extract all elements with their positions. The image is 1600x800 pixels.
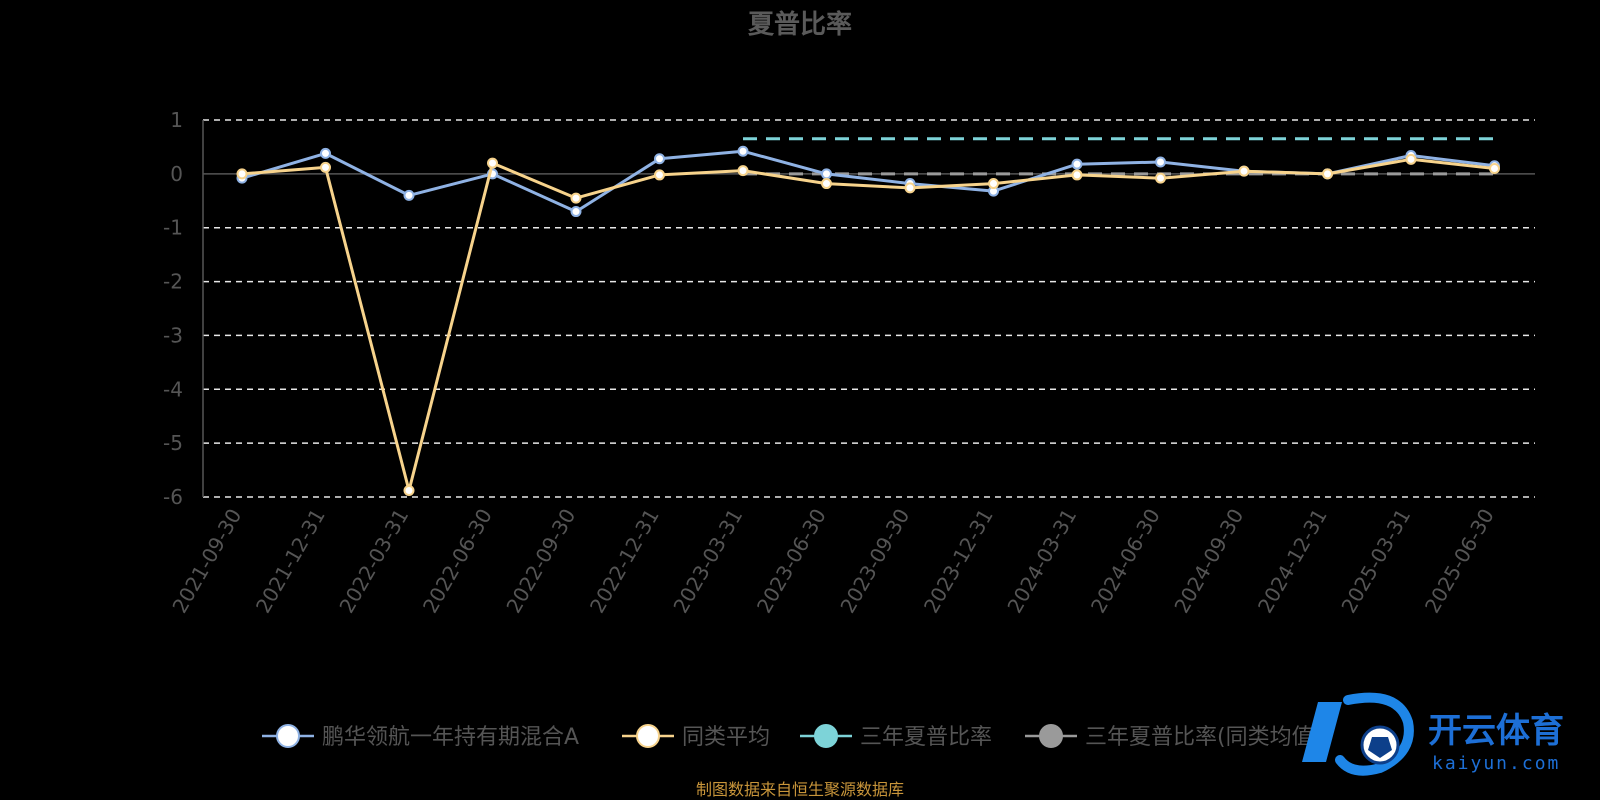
source-note: 制图数据来自恒生聚源数据库 bbox=[696, 780, 904, 799]
x-tick-label: 2024-03-31 bbox=[1002, 505, 1081, 618]
series-point-1 bbox=[654, 169, 665, 181]
y-tick-label: -6 bbox=[163, 485, 183, 509]
series-point-0 bbox=[403, 189, 415, 201]
y-tick-label: 1 bbox=[170, 108, 183, 132]
watermark-logo: 开云体育 kaiyun.com bbox=[1302, 692, 1564, 776]
x-tick-label: 2023-09-30 bbox=[835, 505, 914, 618]
series-point-0 bbox=[570, 206, 582, 218]
series-point-1 bbox=[320, 161, 331, 173]
legend-item-2[interactable]: 三年夏普比率 bbox=[800, 724, 992, 750]
series-point-1 bbox=[236, 168, 248, 180]
x-tick-label: 2024-09-30 bbox=[1169, 505, 1248, 618]
y-tick-label: -4 bbox=[163, 377, 183, 401]
legend-label: 同类平均 bbox=[682, 725, 770, 750]
series-point-1 bbox=[988, 178, 999, 190]
x-tick-label: 2022-09-30 bbox=[501, 505, 580, 618]
legend-swatch-marker bbox=[814, 724, 838, 748]
series-point-0 bbox=[320, 147, 331, 159]
legend-label: 三年夏普比率 bbox=[860, 725, 992, 750]
series-point-1 bbox=[1405, 153, 1417, 165]
legend-item-0[interactable]: 鹏华领航一年持有期混合A bbox=[262, 724, 579, 750]
x-tick-label: 2021-12-31 bbox=[251, 505, 330, 618]
watermark-brand: 开云体育 bbox=[1428, 711, 1564, 751]
series-point-0 bbox=[654, 153, 665, 165]
series-point-1 bbox=[1238, 165, 1250, 177]
y-tick-label: -5 bbox=[163, 431, 183, 455]
y-tick-label: -3 bbox=[163, 323, 183, 347]
series-line-0 bbox=[241, 149, 1495, 214]
series-point-1 bbox=[737, 165, 749, 177]
y-tick-label: 0 bbox=[170, 162, 183, 186]
x-tick-label: 2022-06-30 bbox=[418, 505, 497, 618]
legend[interactable]: 鹏华领航一年持有期混合A 同类平均 三年夏普比率 三年夏普比率(同类均值) bbox=[262, 724, 1322, 750]
x-tick-label: 2024-06-30 bbox=[1086, 505, 1165, 618]
series-point-1 bbox=[904, 182, 916, 194]
series-line-1 bbox=[241, 157, 1495, 492]
series-point-1 bbox=[821, 178, 832, 190]
series-point-1 bbox=[1489, 162, 1500, 174]
series-point-0 bbox=[1155, 156, 1166, 168]
logo-k-icon bbox=[1302, 692, 1414, 776]
series-point-1 bbox=[403, 485, 415, 497]
y-tick-label: -1 bbox=[163, 216, 183, 240]
legend-label: 鹏华领航一年持有期混合A bbox=[322, 725, 579, 750]
y-tick-label: -2 bbox=[163, 270, 183, 294]
legend-item-1[interactable]: 同类平均 bbox=[622, 724, 770, 750]
series-point-1 bbox=[1322, 168, 1333, 180]
grid-lines bbox=[203, 119, 1535, 498]
series-lines bbox=[236, 137, 1500, 497]
x-tick-label: 2023-03-31 bbox=[668, 505, 747, 618]
x-tick-label: 2022-03-31 bbox=[334, 505, 413, 618]
x-tick-label: 2023-12-31 bbox=[919, 505, 998, 618]
legend-swatch-marker bbox=[636, 724, 660, 748]
series-point-0 bbox=[737, 145, 749, 157]
series-point-1 bbox=[570, 192, 582, 204]
x-tick-label: 2025-06-30 bbox=[1420, 505, 1499, 618]
series-point-0 bbox=[821, 168, 832, 180]
legend-swatch-marker bbox=[1039, 724, 1063, 748]
chart-title: 夏普比率 bbox=[748, 9, 852, 40]
x-tick-label: 2025-03-31 bbox=[1336, 505, 1415, 618]
series-point-1 bbox=[1155, 172, 1166, 184]
legend-label: 三年夏普比率(同类均值) bbox=[1085, 725, 1322, 750]
series-point-0 bbox=[1071, 158, 1083, 170]
legend-swatch-marker bbox=[276, 724, 300, 748]
legend-item-3[interactable]: 三年夏普比率(同类均值) bbox=[1025, 724, 1322, 750]
x-tick-label: 2023-06-30 bbox=[752, 505, 831, 618]
x-tick-label: 2021-09-30 bbox=[167, 505, 246, 618]
watermark-site: kaiyun.com bbox=[1432, 753, 1560, 774]
series-point-1 bbox=[487, 157, 498, 169]
series-point-1 bbox=[1071, 169, 1083, 181]
x-tick-label: 2024-12-31 bbox=[1253, 505, 1332, 618]
x-tick-label: 2022-12-31 bbox=[585, 505, 664, 618]
